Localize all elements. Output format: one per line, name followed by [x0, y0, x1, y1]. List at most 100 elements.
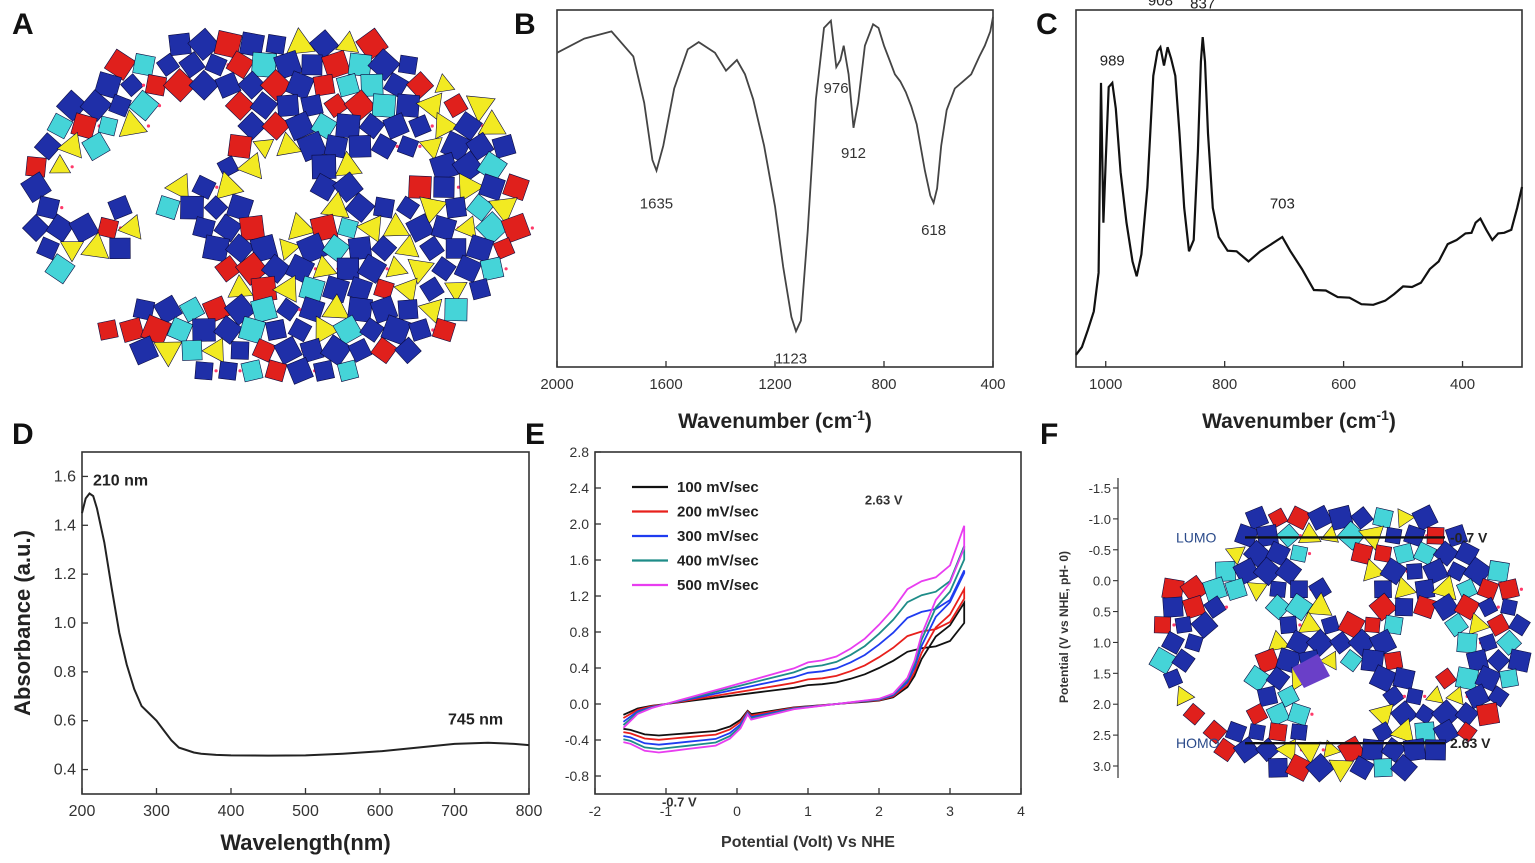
panel-a-oxygen-atom [141, 83, 146, 87]
panel-f-polyhedron [1431, 574, 1457, 601]
panel-a-polyhedron [346, 296, 374, 323]
panel-a-polyhedron [477, 109, 507, 135]
panel-a-polyhedron [96, 216, 120, 240]
legend-label-3: 300 mV/sec [677, 528, 759, 545]
panel-f-polyhedron [1477, 596, 1499, 618]
panel-a-polyhedron [94, 71, 122, 100]
panel-a-polyhedron [181, 339, 203, 361]
panel-f-polyhedron [1246, 582, 1269, 602]
y-tick-label-e-0: -0.8 [565, 768, 589, 784]
panel-a-polyhedron [337, 217, 359, 239]
panel-a-polyhedron [395, 195, 421, 220]
panel-a-polyhedron [36, 236, 60, 261]
peak-label-b-4: 618 [921, 222, 946, 239]
panel-label-a: A [12, 8, 34, 41]
panel-a-polyhedron [458, 172, 485, 203]
panel-f-polyhedron [1350, 506, 1374, 530]
panel-a-polyhedron [249, 234, 279, 263]
panel-a-polyhedron [475, 211, 509, 245]
peak-label-c-1: 908 [1148, 0, 1173, 10]
y-tick-label-e-6: 1.6 [570, 552, 590, 568]
panel-a-oxygen-atom [238, 369, 242, 373]
panel-a-polyhedron [360, 73, 384, 97]
panel-a-polyhedron [468, 278, 492, 301]
panel-a-polyhedron [385, 255, 409, 278]
y-tick-label-f-7: 2.0 [1093, 697, 1111, 712]
panel-f-polyhedron [1454, 666, 1480, 691]
panel-a-polyhedron [367, 48, 401, 82]
x-tick-label-c-3: 400 [1450, 376, 1475, 393]
y-tick-label-e-4: 0.8 [570, 624, 590, 640]
panel-f-polyhedron [1397, 508, 1416, 529]
panel-f-oxygen-atom [1172, 623, 1176, 627]
cv-curve-2 [622, 585, 966, 741]
panel-a-polyhedron [434, 73, 456, 93]
panel-f-polyhedron [1499, 668, 1519, 689]
panel-a-polyhedron [335, 113, 361, 139]
panel-f-polyhedron [1414, 578, 1436, 600]
panel-a-polyhedron [332, 314, 364, 346]
panel-f-polyhedron [1277, 684, 1300, 708]
panel-a-polyhedron [20, 171, 52, 204]
panel-f-polyhedron [1394, 597, 1414, 617]
panel-a-polyhedron [265, 319, 287, 341]
panel-a-polyhedron [214, 71, 242, 99]
panel-a-polyhedron [250, 295, 278, 324]
cv-curve-4 [622, 545, 966, 750]
panel-f-polyhedron [1224, 720, 1248, 744]
panel-f-polyhedron [1267, 629, 1291, 652]
panel-a-oxygen-atom [456, 185, 461, 189]
panel-a-polyhedron [128, 89, 160, 122]
y-tick-label-d-1: 0.6 [54, 713, 76, 730]
panel-a-polyhedron [250, 51, 278, 78]
panel-a-polyhedron [382, 112, 410, 140]
peak-label-d-0: 210 nm [93, 473, 148, 490]
panel-a-oxygen-atom [157, 104, 162, 108]
panel-f-polyhedron [1424, 739, 1447, 761]
panel-a-polyhedron [356, 253, 388, 284]
panel-a-polyhedron [284, 110, 316, 142]
panel-a-polyhedron [429, 151, 459, 182]
panel-a-polyhedron [230, 341, 250, 360]
panel-f-polyhedron [1434, 667, 1458, 690]
y-tick-label-f-0: -1.5 [1089, 481, 1111, 496]
panel-f-polyhedron [1256, 685, 1279, 708]
panel-a-polyhedron [215, 170, 245, 200]
panel-f-polyhedron [1383, 650, 1404, 671]
panel-f-polyhedron [1306, 504, 1334, 531]
panel-a-polyhedron [119, 317, 145, 343]
panel-a-polyhedron [296, 232, 328, 265]
panel-a-polyhedron [284, 253, 316, 284]
panel-a-polyhedron [299, 337, 325, 363]
x-tick-label-b-2: 1200 [758, 376, 791, 393]
panel-a-polyhedron [347, 337, 373, 363]
panel-a-polyhedron [321, 293, 350, 319]
panel-a-polyhedron [155, 52, 181, 77]
panel-f-polyhedron [1445, 685, 1464, 706]
panel-a-polyhedron [373, 196, 395, 219]
panel-f-polyhedron [1431, 593, 1461, 622]
panel-f-polyhedron [1372, 721, 1394, 743]
series-line-c [1075, 36, 1524, 356]
panel-a-polyhedron [308, 29, 340, 60]
panel-a-polyhedron [237, 315, 267, 345]
panel-f-polyhedron [1498, 578, 1520, 601]
panel-f-polyhedron [1350, 542, 1374, 565]
panel-a-polyhedron [321, 233, 351, 263]
peak-label-b-0: 1635 [640, 196, 673, 213]
panel-a-polyhedron [103, 48, 137, 81]
x-axis-label-e: Potential (Volt) Vs NHE [721, 834, 895, 851]
panel-label-b: B [514, 8, 536, 41]
y-tick-label-d-4: 1.2 [54, 566, 76, 583]
panel-f-polyhedron [1454, 701, 1480, 727]
panel-a-polyhedron [301, 54, 323, 76]
panel-a-polyhedron [393, 277, 418, 304]
panel-a-polyhedron [97, 319, 119, 341]
panel-f-polyhedron [1265, 701, 1291, 727]
panel-f-polyhedron [1363, 558, 1386, 582]
panel-a-polyhedron [202, 234, 230, 263]
y-tick-label-f-2: -0.5 [1089, 543, 1111, 558]
panel-f-polyhedron [1328, 759, 1355, 783]
x-tick-label-c-0: 1000 [1089, 376, 1122, 393]
panel-f-polyhedron [1349, 755, 1375, 781]
